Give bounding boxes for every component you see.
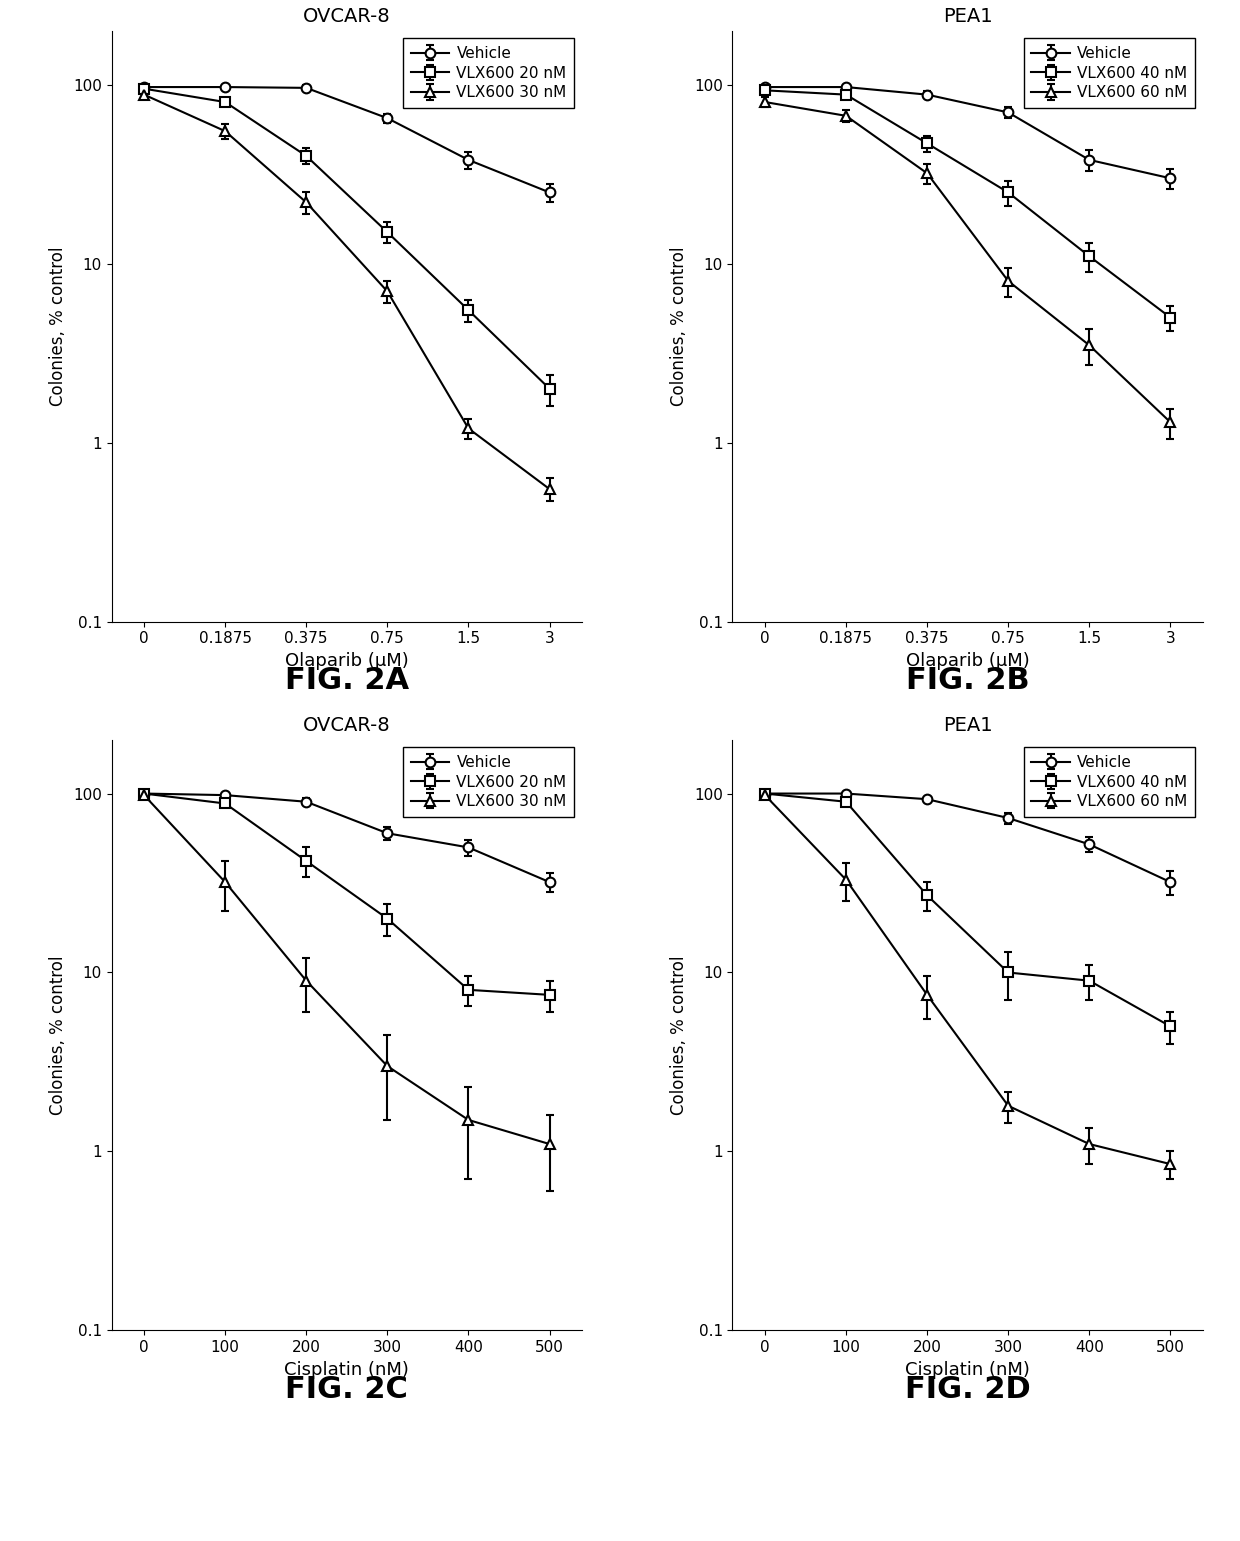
Y-axis label: Colonies, % control: Colonies, % control: [50, 247, 67, 405]
Title: OVCAR-8: OVCAR-8: [303, 8, 391, 26]
Y-axis label: Colonies, % control: Colonies, % control: [50, 955, 67, 1114]
Title: OVCAR-8: OVCAR-8: [303, 717, 391, 735]
Text: FIG. 2C: FIG. 2C: [285, 1375, 408, 1404]
Text: FIG. 2A: FIG. 2A: [285, 666, 409, 695]
Title: PEA1: PEA1: [942, 717, 992, 735]
Y-axis label: Colonies, % control: Colonies, % control: [671, 247, 688, 405]
Y-axis label: Colonies, % control: Colonies, % control: [671, 955, 688, 1114]
Legend: Vehicle, VLX600 40 nM, VLX600 60 nM: Vehicle, VLX600 40 nM, VLX600 60 nM: [1024, 747, 1195, 817]
Legend: Vehicle, VLX600 20 nM, VLX600 30 nM: Vehicle, VLX600 20 nM, VLX600 30 nM: [403, 39, 574, 108]
Legend: Vehicle, VLX600 20 nM, VLX600 30 nM: Vehicle, VLX600 20 nM, VLX600 30 nM: [403, 747, 574, 817]
X-axis label: Olaparib (μM): Olaparib (μM): [905, 652, 1029, 670]
X-axis label: Olaparib (μM): Olaparib (μM): [285, 652, 409, 670]
Legend: Vehicle, VLX600 40 nM, VLX600 60 nM: Vehicle, VLX600 40 nM, VLX600 60 nM: [1024, 39, 1195, 108]
X-axis label: Cisplatin (nM): Cisplatin (nM): [284, 1361, 409, 1379]
Text: FIG. 2B: FIG. 2B: [905, 666, 1029, 695]
Title: PEA1: PEA1: [942, 8, 992, 26]
Text: FIG. 2D: FIG. 2D: [905, 1375, 1030, 1404]
X-axis label: Cisplatin (nM): Cisplatin (nM): [905, 1361, 1030, 1379]
